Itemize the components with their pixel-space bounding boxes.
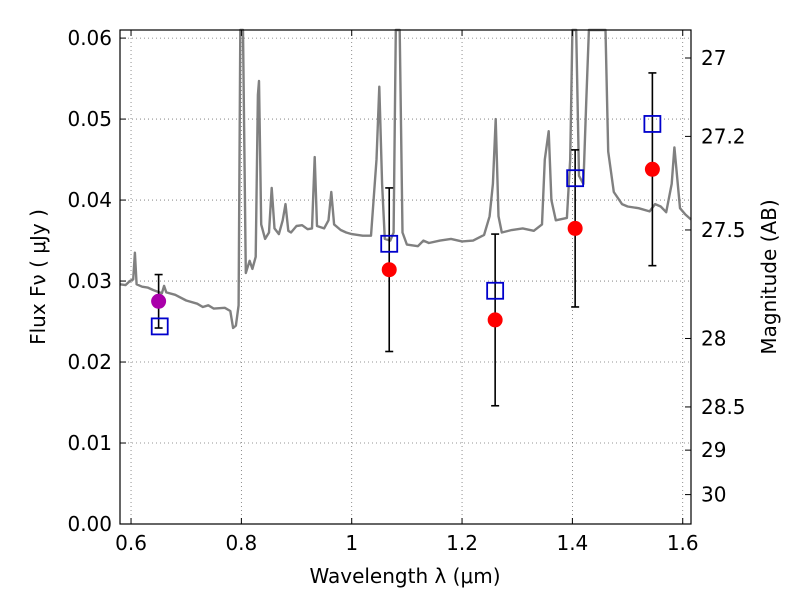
x-tick-label: 0.6 xyxy=(115,531,147,555)
y-tick-label: 0.00 xyxy=(67,512,112,536)
model-point xyxy=(486,281,505,300)
y-tick-label: 0.02 xyxy=(67,350,112,374)
x-tick-label: 1.2 xyxy=(446,531,478,555)
x-axis-title: Wavelength λ (μm) xyxy=(309,564,500,588)
grid xyxy=(120,30,691,525)
right-tick-label: 27.5 xyxy=(701,218,746,242)
y-tick-label: 0.06 xyxy=(67,26,112,50)
observed-point xyxy=(487,312,503,328)
x-tick-label: 0.8 xyxy=(225,531,257,555)
right-tick-label: 28 xyxy=(701,326,726,350)
y-tick-label: 0.05 xyxy=(67,107,112,131)
right-tick-label: 30 xyxy=(701,483,726,507)
observed-point xyxy=(567,220,583,236)
plot-frame xyxy=(119,29,692,525)
observed-point xyxy=(381,262,397,278)
model-points xyxy=(150,115,662,336)
x-tick-label: 1.6 xyxy=(667,531,699,555)
y-axis-right: 27 27.2 27.5 28 28.5 29 30 xyxy=(685,46,746,507)
y-tick-label: 0.03 xyxy=(67,269,112,293)
right-tick-label: 29 xyxy=(701,438,726,462)
model-point xyxy=(380,234,399,253)
observed-point xyxy=(151,293,167,309)
observed-point xyxy=(644,161,660,177)
y-tick-label: 0.01 xyxy=(67,431,112,455)
y-tick-label: 0.04 xyxy=(67,188,112,212)
right-tick-label: 27.2 xyxy=(701,124,746,148)
spectrum-polyline xyxy=(119,28,692,330)
x-tick-label: 1.4 xyxy=(556,531,588,555)
x-axis: 0.6 0.8 1 1.2 1.4 1.6 xyxy=(115,30,699,555)
x-tick-label: 1 xyxy=(345,531,358,555)
model-point xyxy=(566,169,585,188)
right-tick-label: 27 xyxy=(701,46,726,70)
observed-points xyxy=(151,161,660,328)
y-axis-left: 0.00 0.01 0.02 0.03 0.04 0.05 0.06 xyxy=(67,26,126,536)
y-axis-right-title: Magnitude (AB) xyxy=(757,199,781,354)
spectrum-line xyxy=(119,28,692,330)
y-axis-left-title: Flux Fν ( μJy ) xyxy=(26,209,50,345)
right-tick-label: 28.5 xyxy=(701,395,746,419)
model-point xyxy=(150,317,169,336)
model-point xyxy=(643,115,662,133)
